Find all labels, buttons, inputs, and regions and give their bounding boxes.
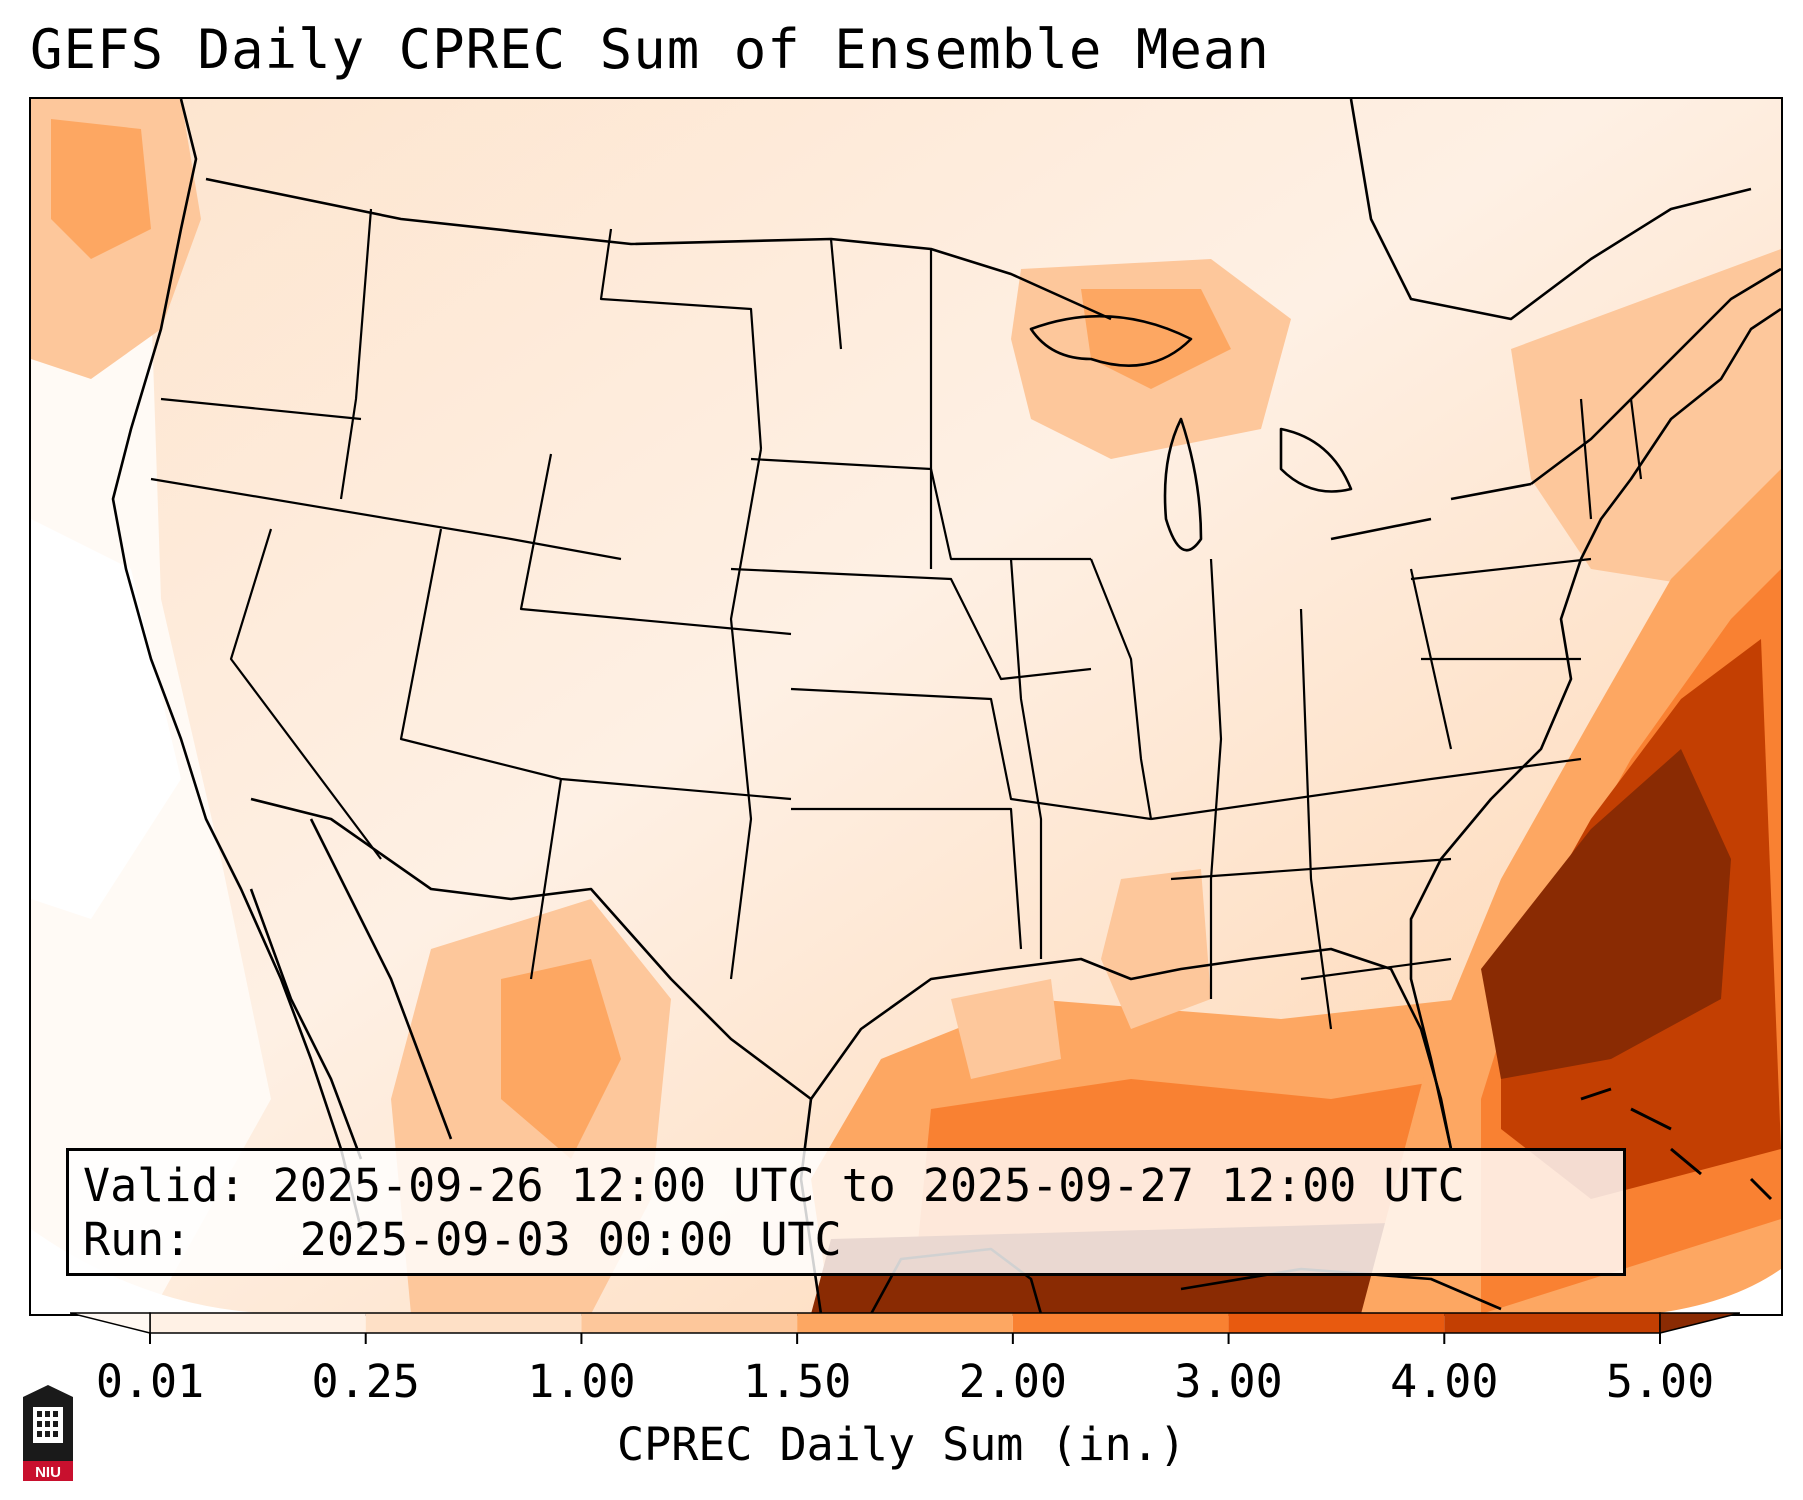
st-lawrence: [1530, 267, 1781, 486]
state-line: [1299, 608, 1333, 1030]
colorbar: [70, 1312, 1740, 1344]
precipitation-map: [29, 97, 1783, 1316]
run-label: Run:: [83, 1213, 192, 1266]
state-line: [229, 528, 382, 860]
colorbar-bin: [150, 1313, 366, 1333]
colorbar-over-triangle: [1659, 1312, 1740, 1334]
colorbar-under-triangle: [70, 1312, 151, 1334]
state-line: [1009, 558, 1043, 959]
colorbar-bin: [1228, 1313, 1445, 1333]
state-line: [730, 567, 1092, 681]
lake-erie: [1330, 517, 1432, 541]
colorbar-tick-label: 3.00: [1174, 1355, 1283, 1408]
colorbar-tick-label: 5.00: [1605, 1355, 1715, 1408]
southwest-core: [501, 959, 621, 1159]
colorbar-tick-label: 1.50: [742, 1355, 852, 1408]
northwest-coast-core: [51, 119, 151, 259]
lake-ontario: [1450, 482, 1532, 501]
pacific-white-region: [31, 519, 181, 919]
colorbar-bin: [797, 1313, 1013, 1333]
colorbar-tick-label: 0.01: [95, 1355, 205, 1408]
logo-text: NIU: [35, 1464, 61, 1481]
baja-coast: [249, 888, 363, 1160]
caribbean-islands: [1580, 1087, 1773, 1201]
colorbar-bin: [1444, 1313, 1660, 1333]
colorbar-tick-label: 2.00: [958, 1355, 1068, 1408]
map-title: GEFS Daily CPREC Sum of Ensemble Mean: [30, 18, 1270, 81]
state-line: [519, 453, 792, 636]
state-line: [339, 208, 373, 500]
valid-label: Valid:: [83, 1159, 246, 1212]
domain-edge-left: [31, 1229, 291, 1314]
domain-edge-right: [1651, 1269, 1781, 1314]
niu-logo: NIU: [23, 1385, 73, 1481]
lake-huron: [1279, 427, 1353, 493]
state-line: [790, 687, 1152, 821]
colorbar-bins: [149, 1312, 1661, 1334]
state-boundaries: [150, 208, 1643, 1030]
hudson-bay-area: [1349, 99, 1752, 321]
gulf-of-california-coast: [309, 818, 453, 1140]
gulf-coastline: [809, 947, 1453, 1150]
colorbar-bin: [1012, 1313, 1229, 1333]
state-line: [750, 457, 1091, 561]
map-canvas: [31, 99, 1781, 1314]
state-line: [829, 238, 843, 350]
state-line: [729, 448, 763, 980]
valid-run-info-box: Valid: 2025-09-26 12:00 UTC to 2025-09-2…: [66, 1148, 1626, 1276]
lake-michigan: [1163, 417, 1203, 552]
state-line: [791, 807, 1023, 950]
colorbar-label: CPREC Daily Sum (in.): [617, 1418, 1186, 1471]
colorbar-bin: [365, 1313, 582, 1333]
louisiana-patch: [951, 979, 1061, 1079]
island: [1749, 1177, 1773, 1201]
state-line: [1300, 957, 1452, 981]
logo-red-band: [23, 1461, 73, 1481]
state-line: [1150, 757, 1582, 821]
state-line: [1579, 398, 1593, 520]
logo-tower-windows: [37, 1411, 58, 1437]
state-line: [1629, 398, 1643, 480]
mississippi-patch: [1101, 869, 1211, 1029]
island: [1580, 1087, 1612, 1101]
state-line: [1209, 558, 1223, 999]
colorbar-tick-label: 4.00: [1390, 1355, 1499, 1408]
state-line: [150, 477, 622, 561]
state-line: [160, 397, 362, 421]
valid-value: 2025-09-26 12:00 UTC to 2025-09-27 12:00…: [272, 1159, 1465, 1212]
colorbar-bin: [581, 1313, 798, 1333]
island: [1630, 1107, 1672, 1131]
state-line: [1410, 557, 1592, 581]
state-line: [529, 778, 563, 980]
lake-superior: [1029, 314, 1193, 367]
state-line: [599, 228, 763, 450]
colorbar-ticks: [149, 1333, 1661, 1344]
island: [1670, 1147, 1702, 1176]
atlantic-extreme: [1481, 749, 1731, 1079]
state-line: [1089, 558, 1153, 820]
run-value: 2025-09-03 00:00 UTC: [299, 1213, 842, 1266]
state-line: [399, 528, 792, 801]
atlantic-coastline: [1409, 307, 1781, 1150]
us-mexico-border: [250, 797, 812, 1101]
northeast-region: [1511, 249, 1781, 599]
pacific-coastline: [111, 99, 363, 1230]
colorbar-tick-label: 1.00: [527, 1355, 636, 1408]
colorbar-tick-label: 0.25: [311, 1355, 420, 1408]
